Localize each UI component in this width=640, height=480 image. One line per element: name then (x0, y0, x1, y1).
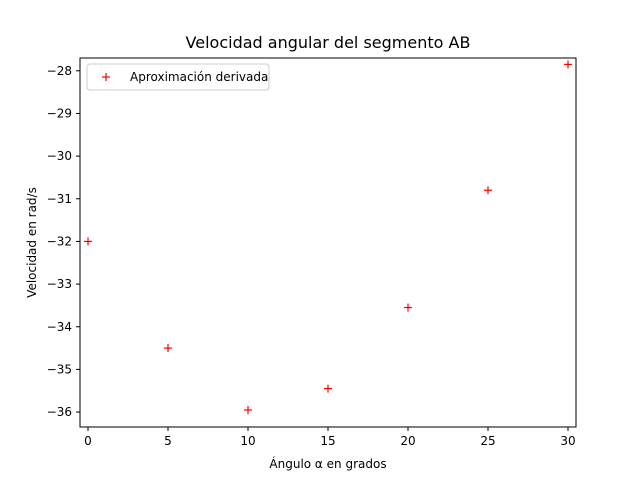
x-axis-label: Ángulo α en grados (269, 456, 386, 471)
data-point (324, 384, 332, 393)
legend-marker (102, 73, 110, 81)
data-series (84, 60, 572, 414)
y-tick-label: −32 (47, 234, 72, 248)
x-tick-label: 20 (400, 434, 415, 448)
y-tick-label: −29 (47, 106, 72, 120)
y-axis-ticks: −28 −29 −30 −31 −32 −33 −34 −35 −36 (47, 64, 80, 419)
y-tick-label: −36 (47, 405, 72, 419)
x-tick-label: 15 (320, 434, 335, 448)
chart-title: Velocidad angular del segmento AB (186, 33, 471, 52)
x-tick-label: 0 (84, 434, 92, 448)
y-tick-label: −35 (47, 362, 72, 376)
x-tick-label: 25 (480, 434, 495, 448)
x-tick-label: 10 (240, 434, 255, 448)
x-tick-label: 30 (560, 434, 575, 448)
legend-entry-label: Aproximación derivada (130, 70, 268, 84)
y-axis-label: Velocidad en rad/s (25, 187, 39, 298)
x-tick-label: 5 (164, 434, 172, 448)
data-point (564, 60, 572, 69)
data-point (404, 303, 412, 312)
x-axis-ticks: 0 5 10 15 20 25 30 (84, 427, 576, 448)
legend: Aproximación derivada (86, 63, 270, 91)
y-tick-label: −30 (47, 149, 72, 163)
data-point (244, 405, 252, 414)
legend-box (86, 63, 270, 91)
plot-area-frame (79, 57, 577, 428)
y-tick-label: −33 (47, 277, 72, 291)
data-point (164, 344, 172, 353)
y-tick-label: −34 (47, 320, 72, 334)
data-point (84, 237, 92, 246)
y-tick-label: −31 (47, 192, 72, 206)
data-point (484, 186, 492, 195)
y-tick-label: −28 (47, 64, 72, 78)
